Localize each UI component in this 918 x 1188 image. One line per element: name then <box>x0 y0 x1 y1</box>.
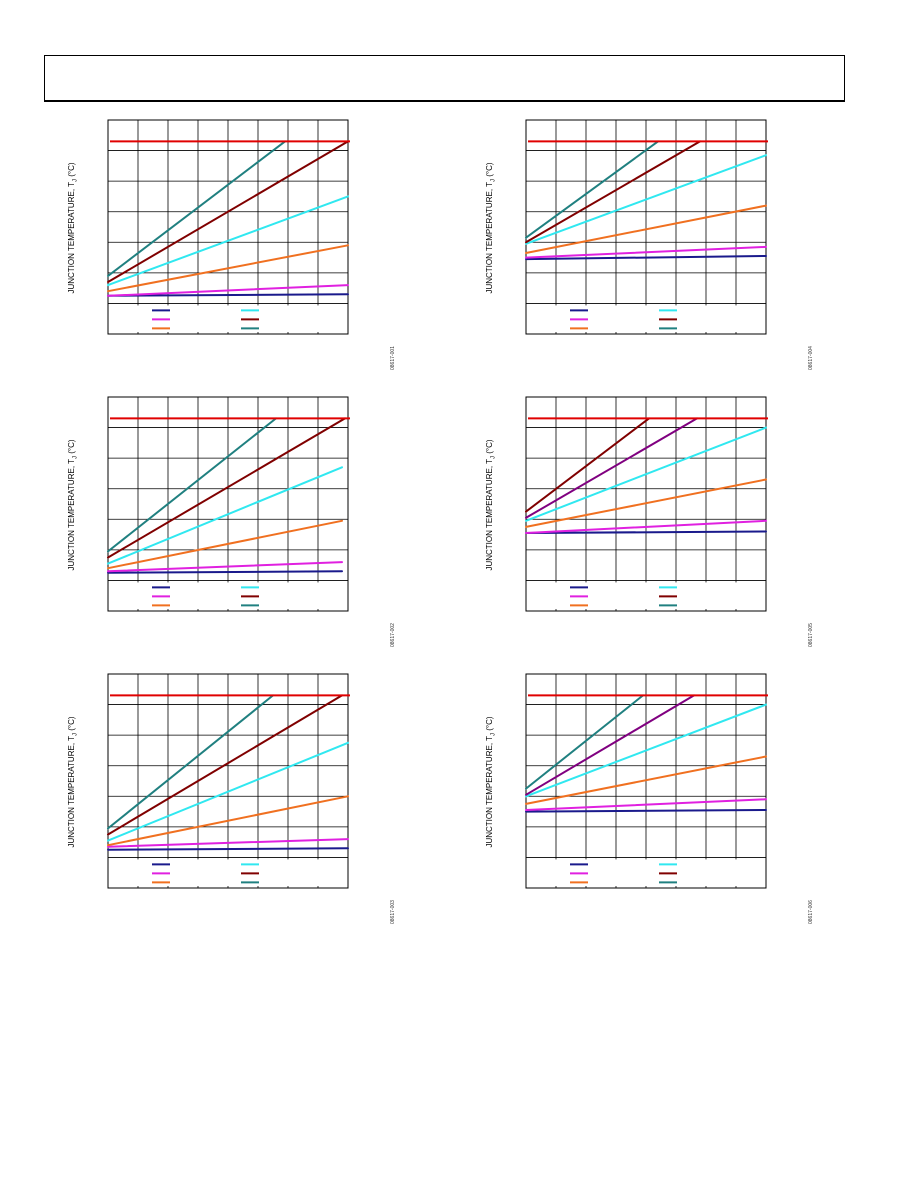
chart-3: JUNCTION TEMPERATURE, TJ (°C) 08617-002 <box>50 392 396 647</box>
chart-svg <box>107 673 350 889</box>
chart-6: JUNCTION TEMPERATURE, TJ (°C) 08617-006 <box>468 669 814 924</box>
series-line-magenta <box>107 284 349 297</box>
series-line-magenta <box>525 245 767 259</box>
y-axis-title-subscript: J <box>72 455 79 459</box>
chart-svg <box>525 673 768 889</box>
legend-backdrop <box>528 582 764 609</box>
series-line-navy <box>525 809 767 813</box>
legend-backdrop <box>528 305 764 332</box>
series-line-maroon <box>107 140 349 283</box>
y-axis-title-text: JUNCTION TEMPERATURE, T <box>67 735 76 848</box>
y-axis-title-unit: (°C) <box>67 162 76 179</box>
series-line-teal <box>107 694 274 830</box>
series-line-purple <box>525 417 698 519</box>
series-line-maroon <box>107 694 343 836</box>
series-line-magenta <box>107 838 349 848</box>
series-line-navy <box>525 530 767 534</box>
page-header-box <box>44 55 845 102</box>
y-axis-title: JUNCTION TEMPERATURE, TJ (°C) <box>485 400 501 610</box>
series-line-teal <box>107 417 277 553</box>
y-axis-title: JUNCTION TEMPERATURE, TJ (°C) <box>67 123 83 333</box>
chart-1: JUNCTION TEMPERATURE, TJ (°C) 08617-001 <box>50 115 396 370</box>
legend-backdrop <box>528 859 764 886</box>
y-axis-title-text: JUNCTION TEMPERATURE, T <box>485 181 494 294</box>
series-line-magenta <box>525 798 767 811</box>
chart-4: JUNCTION TEMPERATURE, TJ (°C) 08617-005 <box>468 392 814 647</box>
series-line-magenta <box>107 561 343 573</box>
y-axis-title-subscript: J <box>490 455 497 459</box>
chart-2: JUNCTION TEMPERATURE, TJ (°C) 08617-004 <box>468 115 814 370</box>
y-axis-title-text: JUNCTION TEMPERATURE, T <box>67 181 76 294</box>
series-line-teal <box>107 140 286 277</box>
series-line-cyan <box>107 195 349 287</box>
y-axis-title-text: JUNCTION TEMPERATURE, T <box>67 458 76 571</box>
y-axis-title-unit: (°C) <box>67 716 76 733</box>
legend-backdrop <box>110 582 346 609</box>
y-axis-title: JUNCTION TEMPERATURE, TJ (°C) <box>485 123 501 333</box>
figure-id: 08617-006 <box>808 900 814 924</box>
series-line-magenta <box>525 519 767 534</box>
series-line-purple <box>525 694 695 796</box>
series-line-navy <box>107 570 343 574</box>
y-axis-title: JUNCTION TEMPERATURE, TJ (°C) <box>485 677 501 887</box>
y-axis-title-text: JUNCTION TEMPERATURE, T <box>485 458 494 571</box>
series-line-orange <box>525 204 767 254</box>
series-line-navy <box>107 847 349 851</box>
series-line-teal <box>525 694 644 790</box>
y-axis-title-unit: (°C) <box>485 716 494 733</box>
figure-id: 08617-004 <box>808 346 814 370</box>
y-axis-title-text: JUNCTION TEMPERATURE, T <box>485 735 494 848</box>
y-axis-title-subscript: J <box>72 178 79 182</box>
chart-svg <box>107 119 350 335</box>
series-line-cyan <box>525 703 767 798</box>
chart-svg <box>525 119 768 335</box>
y-axis-title: JUNCTION TEMPERATURE, TJ (°C) <box>67 677 83 887</box>
chart-5: JUNCTION TEMPERATURE, TJ (°C) 08617-003 <box>50 669 396 924</box>
series-line-cyan <box>525 154 767 245</box>
series-line-cyan <box>107 741 349 842</box>
series-line-orange <box>107 519 343 570</box>
y-axis-title-unit: (°C) <box>67 439 76 456</box>
series-line-maroon <box>107 417 346 559</box>
series-line-orange <box>107 244 349 293</box>
chart-svg <box>525 396 768 612</box>
figure-id: 08617-003 <box>390 900 396 924</box>
y-axis-title-unit: (°C) <box>485 162 494 179</box>
series-line-orange <box>525 755 767 805</box>
series-line-navy <box>107 293 349 297</box>
series-line-navy <box>525 255 767 261</box>
y-axis-title-subscript: J <box>490 178 497 182</box>
chart-svg <box>107 396 350 612</box>
series-line-orange <box>107 795 349 847</box>
legend-backdrop <box>110 305 346 332</box>
y-axis-title-unit: (°C) <box>485 439 494 456</box>
y-axis-title-subscript: J <box>490 732 497 736</box>
figure-id: 08617-002 <box>390 623 396 647</box>
legend-backdrop <box>110 859 346 886</box>
figure-id: 08617-005 <box>808 623 814 647</box>
series-line-maroon <box>525 140 701 244</box>
series-line-cyan <box>107 466 343 565</box>
figure-id: 08617-001 <box>390 346 396 370</box>
series-line-teal <box>525 140 659 239</box>
series-line-cyan <box>525 426 767 522</box>
y-axis-title: JUNCTION TEMPERATURE, TJ (°C) <box>67 400 83 610</box>
y-axis-title-subscript: J <box>72 732 79 736</box>
series-line-maroon <box>525 417 650 513</box>
series-line-orange <box>525 478 767 528</box>
